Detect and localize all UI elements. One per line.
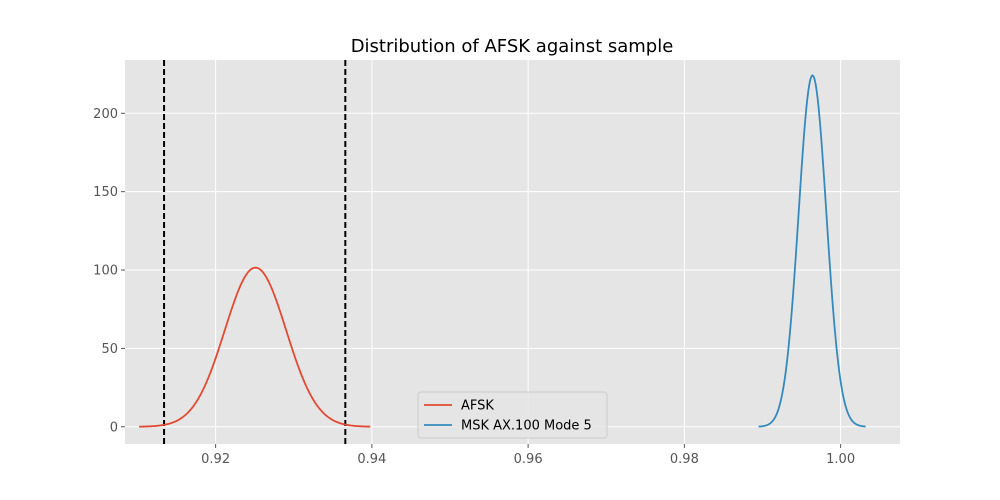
legend-label: AFSK [461, 399, 494, 414]
y-tick-label: 50 [101, 342, 118, 357]
y-axis-ticks: 0 50 100 150 200 [93, 107, 125, 435]
x-axis-ticks: 0.92 0.94 0.96 0.98 1.00 [201, 444, 855, 467]
legend-label: MSK AX.100 Mode 5 [461, 419, 592, 434]
chart-title: Distribution of AFSK against sample [351, 36, 674, 57]
y-tick-label: 0 [110, 420, 118, 435]
x-tick-label: 0.92 [201, 452, 230, 467]
legend: AFSK MSK AX.100 Mode 5 [417, 391, 608, 439]
x-tick-label: 0.94 [357, 452, 386, 467]
x-tick-label: 0.98 [670, 452, 699, 467]
series-line-msk-ax100-mode5 [758, 74, 866, 428]
y-tick-label: 150 [93, 185, 118, 200]
plot-area [125, 60, 900, 444]
x-tick-label: 0.96 [514, 452, 543, 467]
y-tick-label: 200 [93, 107, 118, 122]
vline-layer [163, 60, 347, 444]
y-tick-label: 100 [93, 264, 118, 279]
series-layer [139, 74, 866, 428]
series-line-afsk [139, 266, 371, 428]
x-tick-label: 1.00 [826, 452, 855, 467]
legend-box [417, 391, 608, 439]
